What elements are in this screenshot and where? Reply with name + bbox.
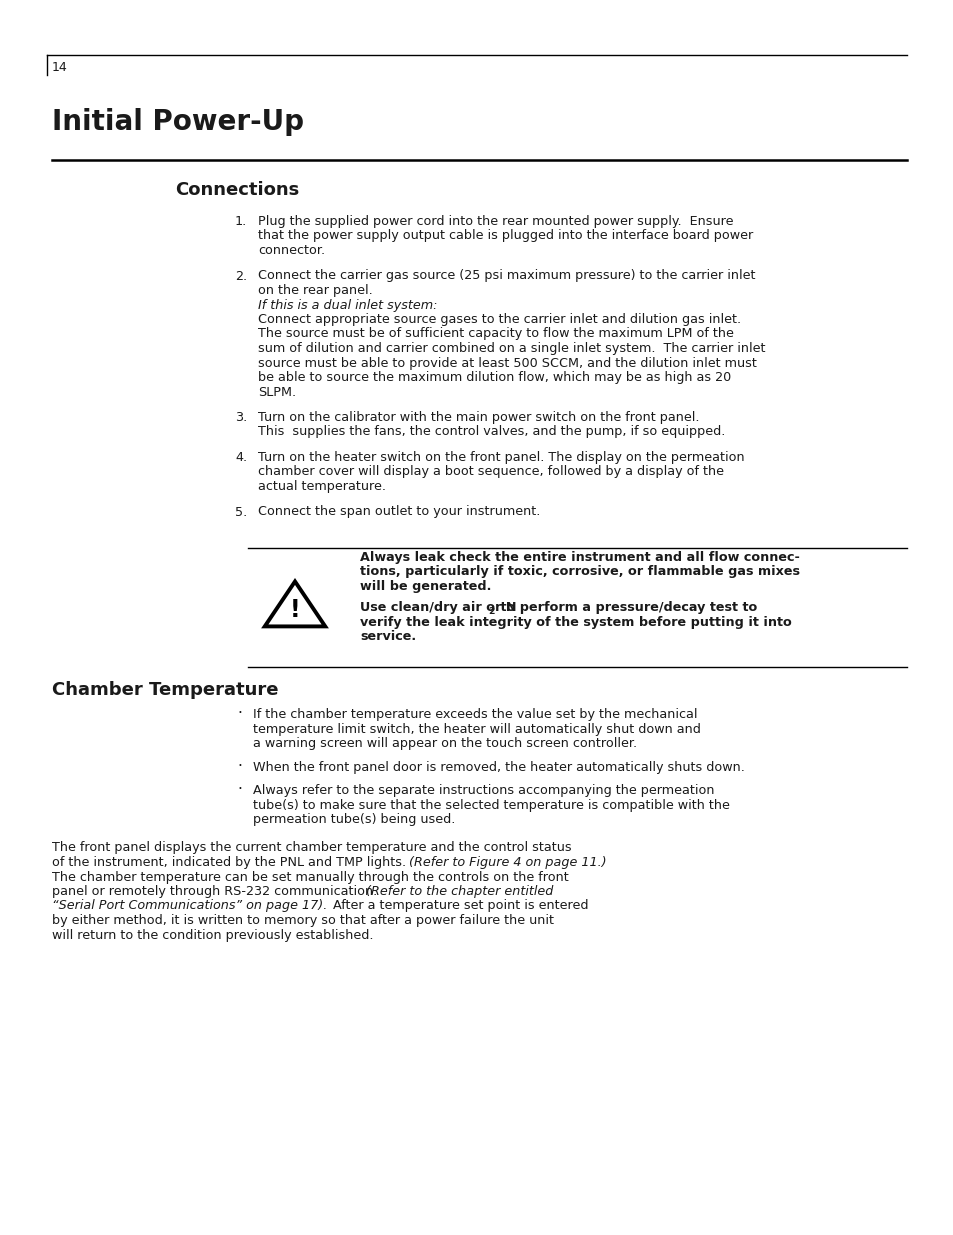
Text: permeation tube(s) being used.: permeation tube(s) being used. [253, 813, 455, 826]
Text: ·: · [236, 706, 242, 721]
Text: SLPM.: SLPM. [257, 385, 295, 399]
Text: that the power supply output cable is plugged into the interface board power: that the power supply output cable is pl… [257, 230, 753, 242]
Text: on the rear panel.: on the rear panel. [257, 284, 373, 296]
Text: Chamber Temperature: Chamber Temperature [52, 680, 278, 699]
Text: of the instrument, indicated by the PNL and TMP lights.: of the instrument, indicated by the PNL … [52, 856, 406, 869]
Text: 3.: 3. [234, 411, 247, 424]
Text: If the chamber temperature exceeds the value set by the mechanical: If the chamber temperature exceeds the v… [253, 708, 697, 721]
Text: will return to the condition previously established.: will return to the condition previously … [52, 929, 374, 941]
Text: 5.: 5. [234, 505, 247, 519]
Text: Turn on the calibrator with the main power switch on the front panel.: Turn on the calibrator with the main pow… [257, 411, 699, 424]
Text: The source must be of sufficient capacity to flow the maximum LPM of the: The source must be of sufficient capacit… [257, 327, 733, 341]
Text: (Refer to the chapter entitled: (Refer to the chapter entitled [357, 885, 553, 898]
Text: Initial Power-Up: Initial Power-Up [52, 107, 304, 136]
Text: will be generated.: will be generated. [359, 580, 491, 593]
Text: 14: 14 [52, 61, 68, 74]
Text: service.: service. [359, 631, 416, 643]
Text: !: ! [290, 598, 300, 621]
Text: verify the leak integrity of the system before putting it into: verify the leak integrity of the system … [359, 616, 791, 629]
Text: (Refer to Figure 4 on page 11.): (Refer to Figure 4 on page 11.) [405, 856, 606, 869]
Text: Connect the carrier gas source (25 psi maximum pressure) to the carrier inlet: Connect the carrier gas source (25 psi m… [257, 269, 755, 283]
Text: Always leak check the entire instrument and all flow connec-: Always leak check the entire instrument … [359, 551, 799, 564]
Text: to perform a pressure/decay test to: to perform a pressure/decay test to [496, 601, 757, 615]
Text: Connect appropriate source gases to the carrier inlet and dilution gas inlet.: Connect appropriate source gases to the … [257, 312, 740, 326]
Text: temperature limit switch, the heater will automatically shut down and: temperature limit switch, the heater wil… [253, 722, 700, 736]
Text: panel or remotely through RS-232 communication.: panel or remotely through RS-232 communi… [52, 885, 376, 898]
Text: Connections: Connections [174, 182, 299, 199]
Text: Plug the supplied power cord into the rear mounted power supply.  Ensure: Plug the supplied power cord into the re… [257, 215, 733, 228]
Text: If this is a dual inlet system:: If this is a dual inlet system: [257, 299, 436, 311]
Text: 4.: 4. [234, 451, 247, 464]
Text: be able to source the maximum dilution flow, which may be as high as 20: be able to source the maximum dilution f… [257, 370, 731, 384]
Text: “Serial Port Communications” on page 17).: “Serial Port Communications” on page 17)… [52, 899, 327, 913]
Text: Use clean/dry air or N: Use clean/dry air or N [359, 601, 516, 615]
Text: 2.: 2. [234, 269, 247, 283]
Text: 2: 2 [488, 606, 494, 615]
Text: connector.: connector. [257, 245, 325, 257]
Text: ·: · [236, 782, 242, 797]
Text: tions, particularly if toxic, corrosive, or flammable gas mixes: tions, particularly if toxic, corrosive,… [359, 566, 800, 578]
Text: by either method, it is written to memory so that after a power failure the unit: by either method, it is written to memor… [52, 914, 554, 927]
Text: sum of dilution and carrier combined on a single inlet system.  The carrier inle: sum of dilution and carrier combined on … [257, 342, 764, 354]
Text: a warning screen will appear on the touch screen controller.: a warning screen will appear on the touc… [253, 737, 637, 750]
Text: actual temperature.: actual temperature. [257, 480, 386, 493]
Text: chamber cover will display a boot sequence, followed by a display of the: chamber cover will display a boot sequen… [257, 466, 723, 478]
Text: 1.: 1. [234, 215, 247, 228]
Text: source must be able to provide at least 500 SCCM, and the dilution inlet must: source must be able to provide at least … [257, 357, 756, 369]
Text: The front panel displays the current chamber temperature and the control status: The front panel displays the current cha… [52, 841, 571, 855]
Text: After a temperature set point is entered: After a temperature set point is entered [325, 899, 588, 913]
Text: ·: · [236, 758, 242, 773]
Text: The chamber temperature can be set manually through the controls on the front: The chamber temperature can be set manua… [52, 871, 568, 883]
Text: This  supplies the fans, the control valves, and the pump, if so equipped.: This supplies the fans, the control valv… [257, 426, 724, 438]
Text: Always refer to the separate instructions accompanying the permeation: Always refer to the separate instruction… [253, 784, 714, 797]
Text: When the front panel door is removed, the heater automatically shuts down.: When the front panel door is removed, th… [253, 761, 744, 773]
Text: tube(s) to make sure that the selected temperature is compatible with the: tube(s) to make sure that the selected t… [253, 799, 729, 811]
Text: Connect the span outlet to your instrument.: Connect the span outlet to your instrume… [257, 505, 539, 519]
Text: Turn on the heater switch on the front panel. The display on the permeation: Turn on the heater switch on the front p… [257, 451, 744, 464]
